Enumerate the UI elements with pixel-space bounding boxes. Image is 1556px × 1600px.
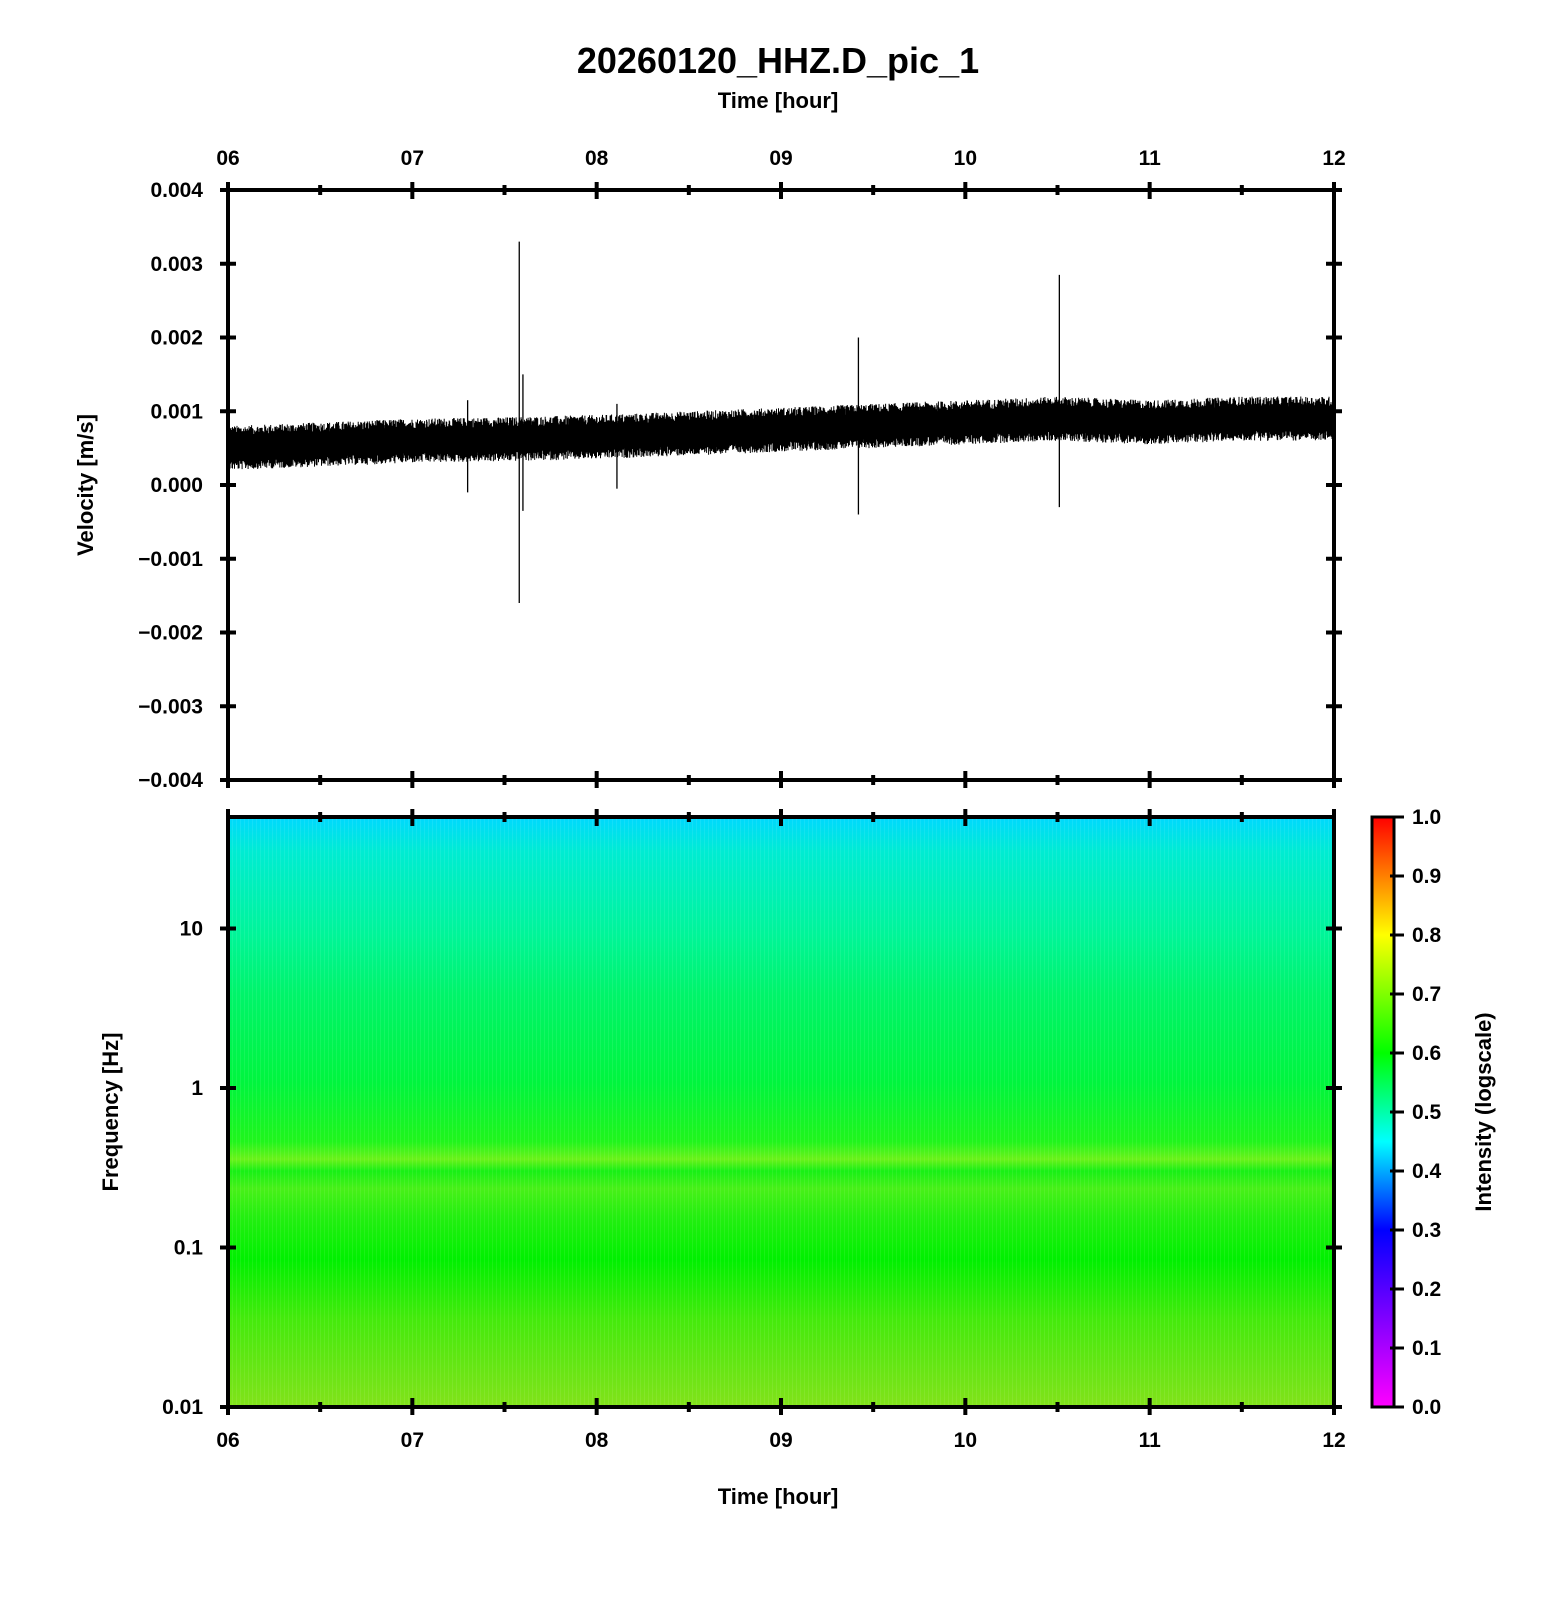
top-x-tick-label: 11	[1139, 147, 1162, 170]
colorbar-tick-label: 0.0	[1412, 1396, 1441, 1419]
waveform-trace	[227, 396, 1335, 471]
colorbar-tick-label: 0.9	[1412, 865, 1441, 888]
bottom-x-tick-label: 10	[954, 1429, 977, 1452]
waveform-panel: 06 07 08 09 10 11 12 0.004 0.003 0.002 0.001 0.000…	[73, 147, 1346, 792]
waveform-y-tick-label: −0.002	[138, 622, 203, 645]
colorbar-gradient	[1372, 817, 1394, 1407]
waveform-y-tick-label: 0.002	[150, 327, 203, 350]
top-x-axis-label: Time [hour]	[718, 88, 839, 113]
spectrogram-y-axis-label: Frequency [Hz]	[98, 1033, 123, 1192]
colorbar-tick-label: 0.6	[1412, 1042, 1441, 1065]
waveform-y-tick-label: −0.004	[138, 769, 203, 792]
colorbar-tick-label: 1.0	[1412, 806, 1441, 829]
bottom-x-tick-label: 06	[216, 1429, 239, 1452]
waveform-y-tick-label: −0.003	[138, 695, 203, 718]
spectrogram-panel: 06 07 08 09 10 11 12 10 1 0.1 0.01 Frequency [Hz]…	[98, 809, 1346, 1509]
waveform-y-axis-label: Velocity [m/s]	[73, 414, 98, 556]
colorbar-tick-label: 0.5	[1412, 1101, 1442, 1124]
waveform-y-tick-label: 0.003	[150, 253, 203, 276]
colorbar: 1.0 0.9 0.8 0.7 0.6 0.5 0.4 0.3 0.2 0.1 0.0 Intens…	[1370, 806, 1496, 1419]
waveform-y-ticks: 0.004 0.003 0.002 0.001 0.000 −0.001 −0.002 −0.…	[138, 179, 1342, 792]
spectrogram-x-ticks: 06 07 08 09 10 11 12	[216, 809, 1346, 1452]
colorbar-label: Intensity (logscale)	[1471, 1012, 1496, 1211]
top-x-tick-label: 09	[769, 147, 792, 170]
bottom-x-tick-label: 08	[585, 1429, 609, 1452]
chart-title: 20260120_HHZ.D_pic_1	[577, 40, 979, 81]
colorbar-tick-label: 0.2	[1412, 1278, 1441, 1301]
spectrogram-y-tick-label: 1	[191, 1077, 203, 1100]
colorbar-tick-label: 0.3	[1412, 1219, 1441, 1242]
bottom-x-tick-label: 11	[1139, 1429, 1162, 1452]
top-x-tick-label: 10	[954, 147, 977, 170]
waveform-frame	[226, 188, 1336, 782]
colorbar-tick-label: 0.4	[1412, 1160, 1442, 1183]
spectrogram-y-tick-label: 0.01	[162, 1396, 203, 1419]
waveform-top-ticks: 06 07 08 09 10 11 12	[216, 147, 1346, 788]
spectrogram-y-tick-label: 0.1	[174, 1236, 204, 1259]
spectrogram-y-ticks: 10 1 0.1 0.01	[162, 917, 1342, 1419]
bottom-x-tick-label: 09	[769, 1429, 792, 1452]
bottom-x-axis-label: Time [hour]	[718, 1484, 839, 1509]
waveform-plot	[227, 241, 1335, 603]
waveform-y-tick-label: 0.000	[150, 474, 203, 497]
waveform-y-tick-label: 0.001	[150, 400, 203, 423]
top-x-tick-label: 07	[401, 147, 424, 170]
colorbar-tick-label: 0.1	[1412, 1337, 1442, 1360]
colorbar-tick-label: 0.7	[1412, 983, 1441, 1006]
spectrogram-texture	[228, 817, 1334, 1407]
top-x-tick-label: 08	[585, 147, 609, 170]
waveform-y-tick-label: 0.004	[150, 179, 203, 202]
spectrogram-y-tick-label: 10	[180, 917, 203, 940]
colorbar-tick-label: 0.8	[1412, 924, 1442, 947]
bottom-x-tick-label: 07	[401, 1429, 424, 1452]
top-x-tick-label: 12	[1322, 147, 1345, 170]
bottom-x-tick-label: 12	[1322, 1429, 1345, 1452]
colorbar-ticks: 1.0 0.9 0.8 0.7 0.6 0.5 0.4 0.3 0.2 0.1 0.0	[1390, 806, 1442, 1419]
top-x-tick-label: 06	[216, 147, 239, 170]
waveform-y-tick-label: −0.001	[138, 548, 203, 571]
